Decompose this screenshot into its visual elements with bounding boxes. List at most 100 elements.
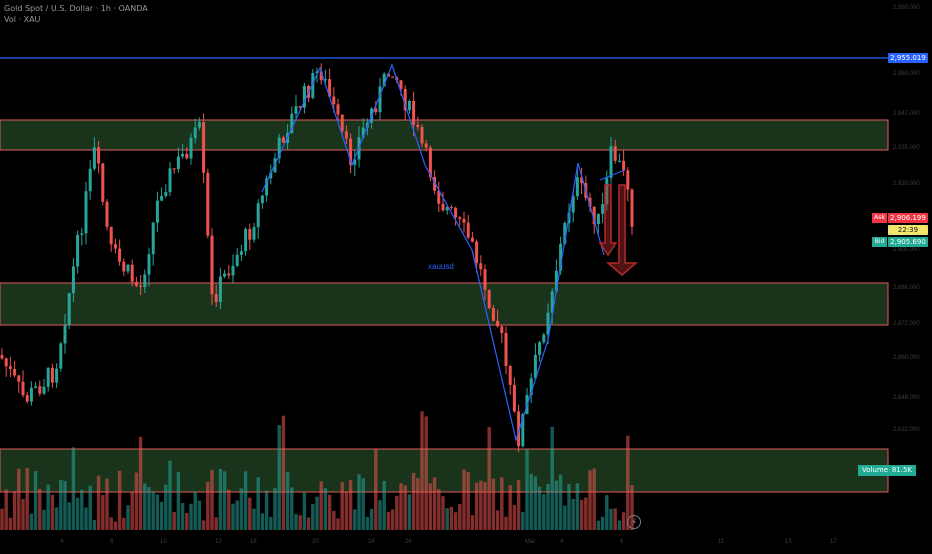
candle-body xyxy=(88,168,92,192)
candle-body xyxy=(42,386,46,394)
down-arrow-1 xyxy=(598,184,618,257)
price-axis-tick: 2,980.000 xyxy=(893,5,920,11)
volume-bar xyxy=(252,508,256,530)
candle-body xyxy=(210,235,214,295)
time-axis-tick: 13 xyxy=(785,539,792,545)
volume-bar xyxy=(344,491,349,530)
volume-bar xyxy=(4,489,8,530)
volume-bar xyxy=(50,494,55,530)
volume-bar xyxy=(214,517,218,530)
candle-body xyxy=(470,237,474,242)
volume-bar xyxy=(630,484,634,530)
candle-body xyxy=(113,244,117,249)
volume-bar xyxy=(470,515,475,530)
volume-bar xyxy=(529,473,533,530)
candle-body xyxy=(349,138,353,165)
candle-body xyxy=(361,127,365,138)
volume-bar xyxy=(521,512,525,530)
volume-bar xyxy=(101,495,105,530)
pattern-line xyxy=(261,63,605,443)
volume-bar xyxy=(273,487,277,530)
volume-bar xyxy=(424,416,428,530)
candle-body xyxy=(109,226,113,245)
volume-bar xyxy=(592,468,596,530)
price-axis-tick: 2,848.000 xyxy=(893,395,920,401)
candle-body xyxy=(613,146,617,161)
volume-bar xyxy=(239,488,244,530)
volume-bar xyxy=(508,485,512,530)
volume-bar xyxy=(596,520,601,530)
volume-bar xyxy=(537,486,542,530)
volume-bar xyxy=(500,477,504,530)
volume-bar xyxy=(231,503,235,530)
candle-body xyxy=(508,366,512,385)
candle-body xyxy=(256,203,260,228)
price-axis-tick: 2,832.000 xyxy=(893,427,920,433)
countdown-tag: 22:39 xyxy=(888,225,928,235)
volume-bar xyxy=(206,481,210,530)
volume-bar xyxy=(332,510,336,530)
volume-bar xyxy=(395,495,399,530)
volume-bar xyxy=(458,503,462,530)
volume-bar xyxy=(445,508,449,530)
volume-bar xyxy=(621,512,626,530)
price-axis-tick: 2,900.000 xyxy=(893,247,920,253)
volume-bar xyxy=(0,508,4,530)
price-axis-tick: 2,860.000 xyxy=(893,355,920,361)
candle-body xyxy=(8,366,12,369)
volume-bar xyxy=(609,508,613,530)
candle-body xyxy=(143,274,147,287)
candle-body xyxy=(260,195,264,204)
resistance-price-tag: 2,955.019 xyxy=(888,53,928,63)
candle-body xyxy=(571,196,575,213)
time-axis-tick: 24 xyxy=(368,539,375,545)
candle-body xyxy=(563,223,567,244)
volume-bar xyxy=(453,512,458,530)
volume-bar xyxy=(504,516,508,530)
candle-body xyxy=(277,137,281,159)
volume-value-tag: Volume 81.5K xyxy=(858,465,916,476)
candle-body xyxy=(550,291,554,313)
candle-body xyxy=(84,191,88,234)
candle-body xyxy=(223,273,227,277)
candle-body xyxy=(424,143,428,148)
volume-bar xyxy=(21,498,25,530)
bid-price-tag: 2,905.690 xyxy=(888,237,928,247)
ask-label: Ask xyxy=(872,213,887,223)
volume-bar xyxy=(575,483,580,530)
candle-body xyxy=(227,273,231,276)
candle-body xyxy=(399,80,403,89)
volume-bar xyxy=(126,505,130,530)
volume-bar xyxy=(428,483,433,530)
volume-bar xyxy=(46,484,50,530)
candle-body xyxy=(416,124,420,127)
volume-bar xyxy=(411,472,416,530)
volume-bar xyxy=(348,479,353,530)
volume-bar xyxy=(361,478,365,530)
candle-body xyxy=(353,159,357,165)
volume-bar xyxy=(134,472,139,530)
candle-body xyxy=(323,79,327,81)
volume-bar xyxy=(63,480,67,530)
chart-title: Gold Spot / U.S. Dollar · 1h · OANDA xyxy=(4,4,148,13)
volume-bar xyxy=(71,447,76,530)
pattern-line-short xyxy=(599,169,626,181)
volume-bar xyxy=(197,500,202,530)
volume-bar xyxy=(67,502,71,530)
candle-body xyxy=(521,414,525,447)
volume-bar xyxy=(567,483,571,530)
candle-body xyxy=(239,251,243,255)
candle-body xyxy=(214,294,218,303)
candle-body xyxy=(55,368,59,383)
lightning-icon[interactable]: ⚡ xyxy=(627,515,641,529)
volume-bar xyxy=(319,481,323,530)
volume-bar xyxy=(579,499,584,530)
volume-bar xyxy=(122,517,126,530)
candle-body xyxy=(189,138,193,159)
candle-body xyxy=(433,176,437,191)
volume-bar xyxy=(33,471,38,530)
volume-bar xyxy=(210,469,214,530)
candle-body xyxy=(391,76,395,78)
